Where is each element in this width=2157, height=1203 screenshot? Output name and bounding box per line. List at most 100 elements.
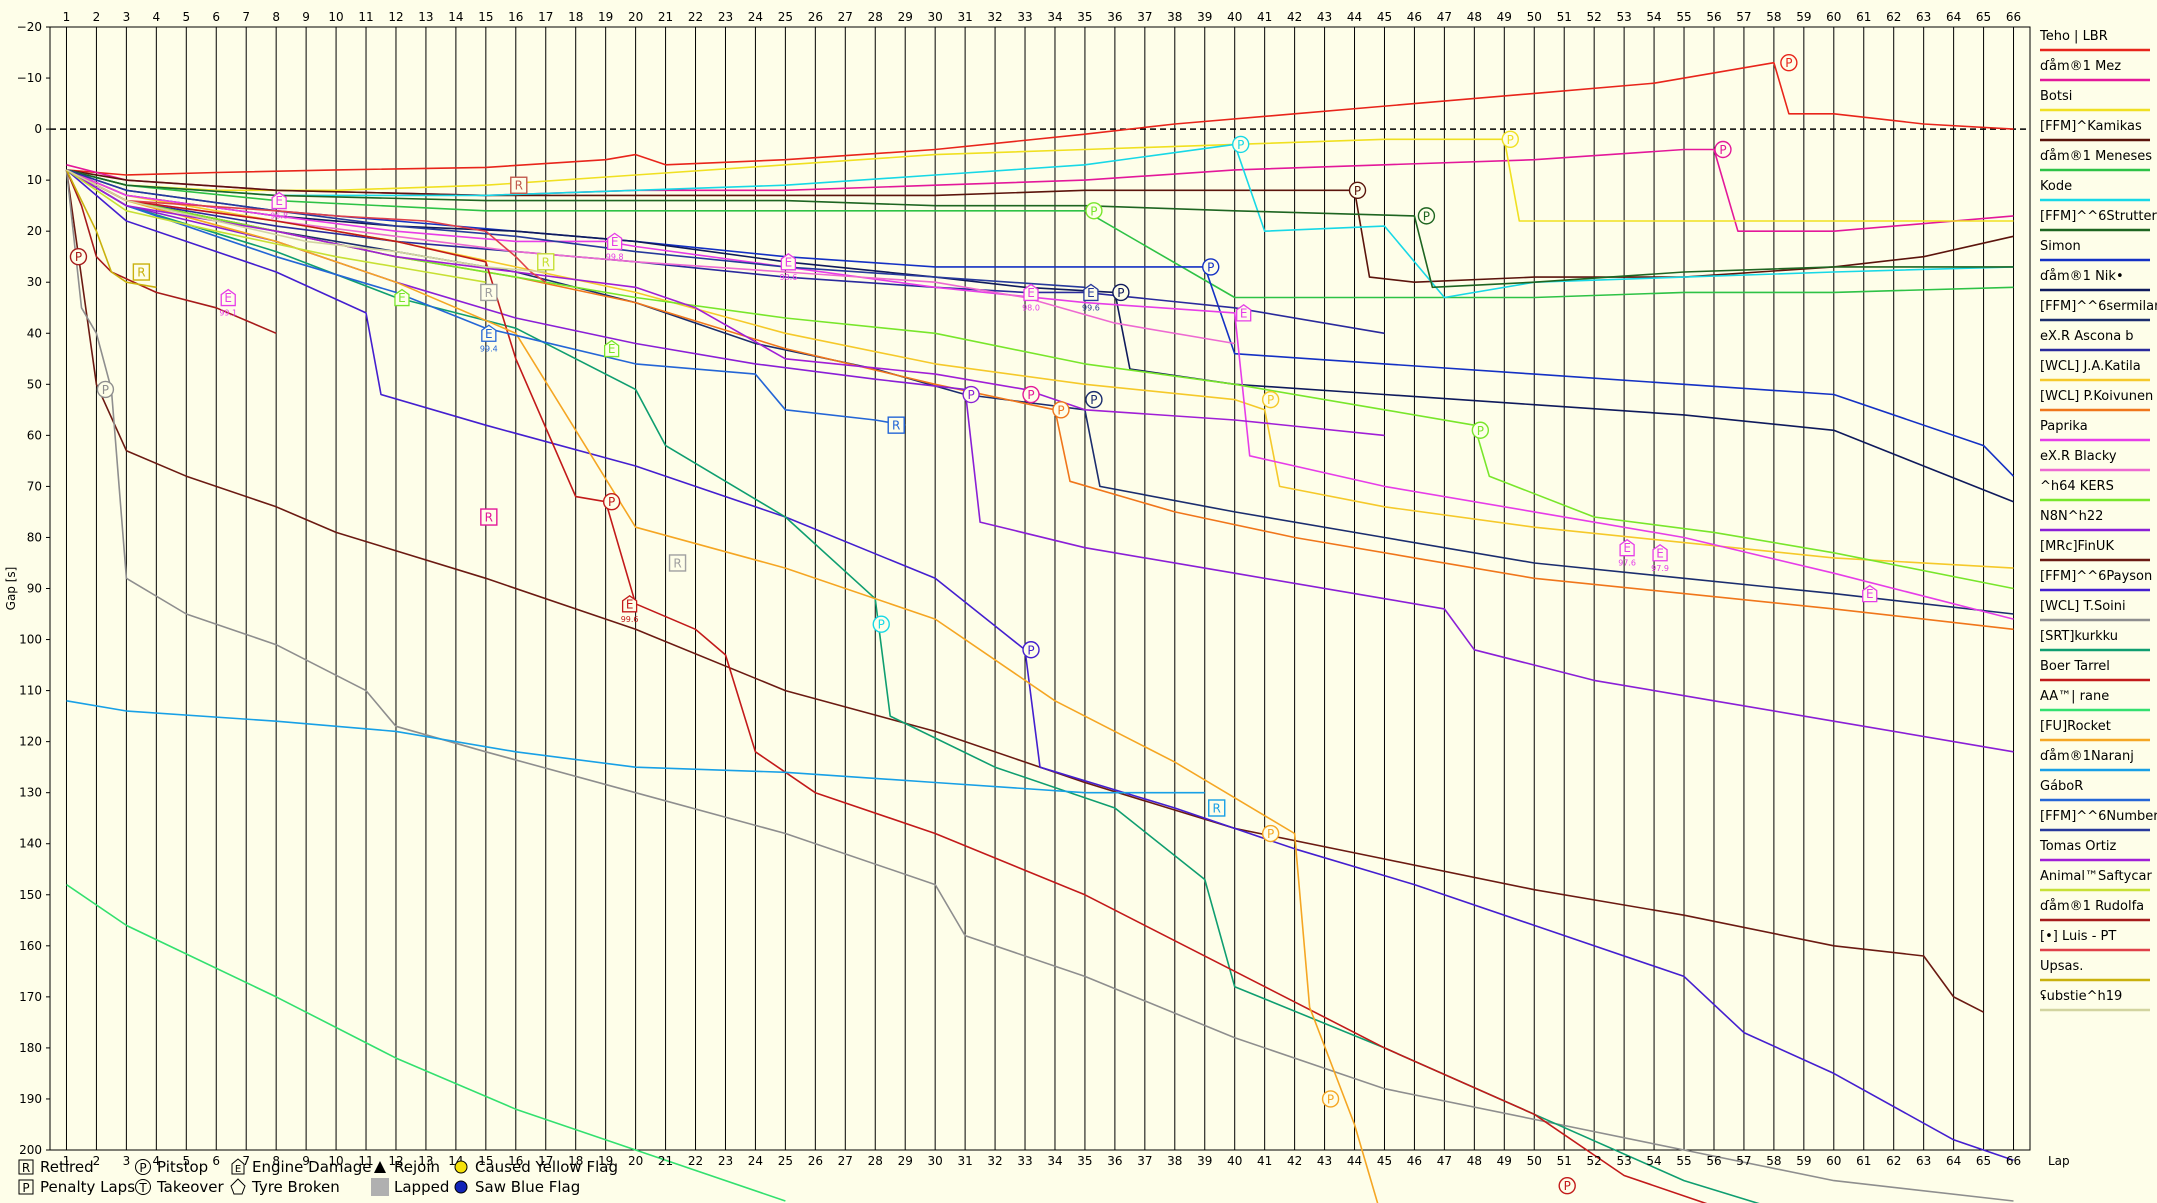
marker-letter: E xyxy=(1656,546,1664,560)
series-line-11 xyxy=(66,169,1385,335)
event-marker-P-14: P xyxy=(1202,258,1220,276)
x-tick-bottom-42: 42 xyxy=(1287,1154,1302,1168)
series-line-5 xyxy=(66,169,2014,299)
event-marker-P-29: P xyxy=(1261,390,1280,409)
x-tick-top-30: 30 xyxy=(928,10,943,24)
marker-letter: R xyxy=(1213,801,1221,815)
pitstop-marker-circle xyxy=(1112,283,1130,302)
x-tick-bottom-2: 2 xyxy=(93,1154,101,1168)
event-marker-R-5: R xyxy=(510,176,528,194)
event-marker-P-27: P xyxy=(1022,385,1040,404)
x-tick-bottom-33: 33 xyxy=(1017,1154,1032,1168)
marker-value-label: 99.6 xyxy=(1082,303,1100,312)
key-label-3: Engine Damage xyxy=(252,1158,371,1176)
event-marker-P-44: P xyxy=(1321,1090,1340,1108)
x-tick-top-36: 36 xyxy=(1107,10,1122,24)
x-tick-top-18: 18 xyxy=(568,10,583,24)
key-item-4: Rejoin xyxy=(374,1158,440,1176)
x-tick-top-38: 38 xyxy=(1167,10,1182,24)
event-marker-E-36: E 97.6 xyxy=(1618,538,1636,568)
key-label-6: Penalty Laps xyxy=(40,1178,135,1196)
series-line-22 xyxy=(66,169,1708,1203)
key-label-10: Saw Blue Flag xyxy=(475,1178,580,1196)
x-tick-bottom-7: 7 xyxy=(242,1154,250,1168)
x-tick-bottom-59: 59 xyxy=(1796,1154,1811,1168)
marker-letter: E xyxy=(608,342,616,356)
marker-letter: P xyxy=(1423,209,1430,223)
x-tick-bottom-24: 24 xyxy=(748,1154,763,1168)
event-marker-R-35: R xyxy=(668,554,687,572)
x-tick-top-32: 32 xyxy=(987,10,1002,24)
x-tick-top-43: 43 xyxy=(1317,10,1332,24)
x-tick-bottom-5: 5 xyxy=(182,1154,190,1168)
y-tick-label-200: 200 xyxy=(19,1143,42,1157)
engine-damage-marker-shape xyxy=(220,288,236,307)
event-key: R Retired P Pitstop E Engine Damage Rejoin Caus… xyxy=(18,1158,618,1196)
key-icon-blue-dot xyxy=(454,1180,468,1194)
marker-value-label: 98.0 xyxy=(1022,303,1040,312)
event-marker-E-17: E xyxy=(394,288,410,307)
marker-letter: P xyxy=(1117,286,1124,300)
x-tick-bottom-10: 10 xyxy=(328,1154,343,1168)
x-tick-bottom-64: 64 xyxy=(1946,1154,1961,1168)
x-tick-bottom-26: 26 xyxy=(808,1154,823,1168)
key-icon-box xyxy=(18,1159,34,1175)
y-tick-label-170: 170 xyxy=(19,990,42,1004)
x-tick-bottom-19: 19 xyxy=(598,1154,613,1168)
x-tick-bottom-36: 36 xyxy=(1107,1154,1122,1168)
event-marker-E-24: E xyxy=(603,339,620,358)
key-icon-circle xyxy=(135,1179,151,1195)
x-tick-bottom-57: 57 xyxy=(1736,1154,1751,1168)
x-tick-top-6: 6 xyxy=(212,10,220,24)
event-marker-P-4: P xyxy=(1714,140,1732,159)
x-tick-top-50: 50 xyxy=(1527,10,1542,24)
pitstop-marker-circle xyxy=(69,248,88,266)
event-marker-E-6: E 96.8 xyxy=(270,191,288,221)
event-marker-P-3: P xyxy=(1501,130,1519,149)
x-tick-top-66: 66 xyxy=(2006,10,2021,24)
event-marker-E-13: E 98.6 xyxy=(779,253,797,282)
pitstop-marker-circle xyxy=(1261,390,1280,409)
marker-letter: P xyxy=(1507,133,1514,147)
key-item-5: Caused Yellow Flag xyxy=(454,1158,618,1176)
x-tick-bottom-46: 46 xyxy=(1407,1154,1422,1168)
x-tick-bottom-60: 60 xyxy=(1826,1154,1841,1168)
event-marker-R-11: R xyxy=(537,253,555,271)
marker-letter: P xyxy=(1207,260,1214,274)
marker-letter: P xyxy=(1267,827,1274,841)
legend-label-26: GáboR xyxy=(2040,779,2083,794)
legend-label-15: eX.R Blacky xyxy=(2040,449,2117,464)
legend-label-3: Botsi xyxy=(2040,89,2072,104)
x-tick-bottom-56: 56 xyxy=(1706,1154,1721,1168)
x-tick-top-8: 8 xyxy=(272,10,280,24)
marker-letter: P xyxy=(1564,1179,1571,1193)
x-tick-top-33: 33 xyxy=(1017,10,1032,24)
pitstop-marker-circle xyxy=(96,380,115,399)
series-line-9 xyxy=(66,169,2014,503)
legend-label-5: ɗåm®1 Meneses xyxy=(2040,149,2152,164)
x-tick-top-42: 42 xyxy=(1287,10,1302,24)
x-tick-top-19: 19 xyxy=(598,10,613,24)
legend-label-33: ʢubstie^h19 xyxy=(2040,989,2122,1004)
series-line-26 xyxy=(66,169,906,426)
pitstop-marker-circle xyxy=(1471,421,1490,439)
x-tick-top-14: 14 xyxy=(448,10,463,24)
marker-letter: P xyxy=(1090,204,1097,218)
axes: 1122334455667788991010111112121313141415… xyxy=(4,10,2070,1168)
x-tick-top-56: 56 xyxy=(1706,10,1721,24)
legend-label-19: [FFM]^^6Payson xyxy=(2040,569,2152,584)
marker-value-label: 99.8 xyxy=(606,252,624,261)
y-tick-label-90: 90 xyxy=(27,582,42,596)
pitstop-marker-circle xyxy=(1321,1090,1340,1108)
x-tick-top-22: 22 xyxy=(688,10,703,24)
marker-letter: E xyxy=(398,291,406,305)
event-marker-P-25: P xyxy=(96,380,115,399)
series-line-6 xyxy=(66,143,2014,299)
key-item-2: P Pitstop xyxy=(135,1158,208,1176)
x-tick-top-49: 49 xyxy=(1497,10,1512,24)
legend-label-13: [WCL] P.Koivunen xyxy=(2040,389,2153,404)
x-tick-bottom-35: 35 xyxy=(1077,1154,1092,1168)
pitstop-marker-circle xyxy=(1261,824,1280,843)
marker-letter: P xyxy=(1090,393,1097,407)
